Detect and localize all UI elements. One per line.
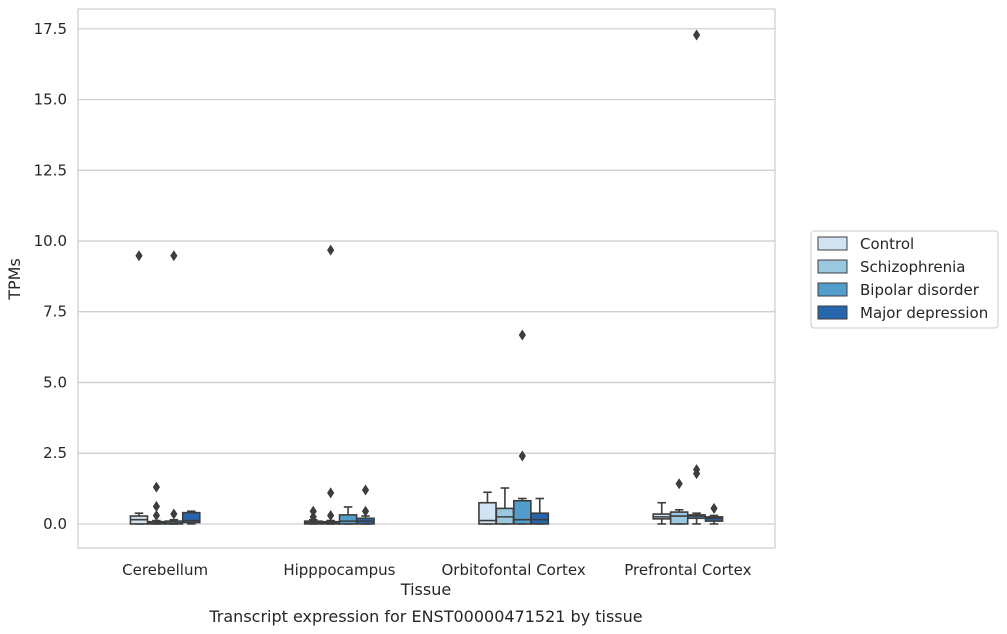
outlier-point [152,500,161,512]
legend-label: Control [860,235,914,253]
outlier-point [518,450,526,462]
box-iqr [512,499,532,525]
box-3-2 [687,29,706,525]
box-3-0 [652,501,672,525]
outlier-point [692,464,701,476]
y-tick-label: 2.5 [43,444,67,462]
box-2-1 [495,487,515,525]
box-iqr [338,514,358,525]
gridlines [78,28,775,525]
legend-label: Bipolar disorder [860,281,980,299]
legend-swatch [817,282,848,297]
outlier-point [309,511,317,523]
outlier-point [135,250,143,262]
outlier-point [692,29,701,41]
y-tick-label: 10.0 [34,232,67,250]
y-tick-label: 7.5 [43,303,67,321]
box-1-2 [338,506,358,525]
plot-area-frame [77,8,776,549]
x-tick-label: Orbitofontal Cortex [442,561,586,579]
outlier-point [361,505,370,517]
outlier-point [152,509,161,521]
box-iqr [530,512,550,525]
x-tick-labels: Cerebellum Hipppocampus Orbitofontal Corte… [122,561,751,579]
y-axis-label: TPMs [5,258,24,301]
outlier-point [152,481,161,493]
boxes [129,29,724,525]
outlier-point [327,487,335,499]
legend-label: Schizophrenia [860,258,965,276]
chart-caption: Transcript expression for ENST0000047152… [208,607,642,626]
box-2-0 [478,491,497,525]
legend-label: Major depression [860,304,988,322]
outlier-point [309,505,317,517]
x-tick-label: Cerebellum [122,561,208,579]
box-2-3 [530,497,550,525]
outlier-point [327,509,335,521]
box-0-1 [147,481,166,525]
box-iqr [181,511,201,524]
legend-frame [810,230,999,329]
y-tick-label: 12.5 [34,161,67,179]
outlier-point [170,250,178,262]
x-tick-label: Prefrontal Cortex [624,561,751,579]
box-1-3 [356,484,375,525]
box-iqr [669,511,689,525]
box-3-3 [704,502,724,525]
box-3-1 [669,478,689,525]
box-0-0 [129,250,149,525]
outlier-point [170,508,178,520]
outlier-point [361,484,370,496]
x-tick-label: Hipppocampus [283,561,395,579]
y-tick-label: 0.0 [43,515,67,533]
y-tick-labels: 0.0 2.5 5.0 7.5 10.0 12.5 15.0 17.5 [34,20,67,533]
box-0-2 [164,250,184,525]
y-tick-label: 15.0 [34,91,67,109]
legend-items: Control Schizophrenia Bipolar disorder Majo… [817,235,988,322]
legend: Control Schizophrenia Bipolar disorder Majo… [810,230,999,329]
box-0-3 [181,510,201,525]
legend-swatch [817,236,848,251]
box-1-1 [321,244,341,525]
outlier-point [710,502,718,514]
legend-swatch [817,259,848,274]
box-1-0 [303,505,323,525]
y-tick-label: 5.0 [43,373,67,391]
x-axis-label: Tissue [400,580,451,599]
legend-swatch [817,305,848,320]
outlier-point [675,478,683,490]
outlier-point [327,244,335,256]
outlier-point [518,329,526,341]
box-2-2 [512,329,532,525]
y-tick-label: 17.5 [34,20,67,38]
